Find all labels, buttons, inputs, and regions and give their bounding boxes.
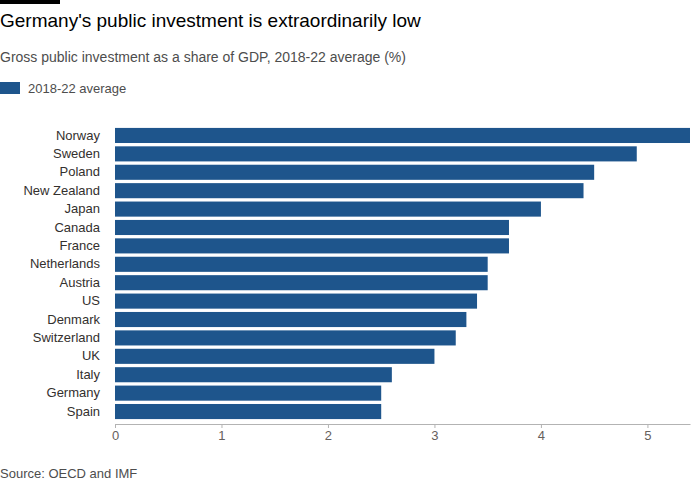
y-tick-label: France: [60, 238, 100, 253]
x-tick: 5: [644, 424, 651, 443]
y-tick-label: Austria: [60, 275, 101, 290]
x-tick: 0: [112, 424, 119, 443]
x-tick: 1: [218, 424, 225, 443]
y-axis-line: [115, 128, 116, 421]
y-tick-label: US: [82, 293, 100, 308]
x-axis-line: [116, 424, 691, 425]
y-tick-label: Denmark: [47, 312, 100, 327]
legend-swatch: [0, 82, 20, 94]
y-tick-label: Italy: [76, 367, 100, 382]
y-tick: Canada: [54, 220, 115, 235]
y-tick: Poland: [60, 164, 115, 179]
bar: [115, 202, 541, 217]
y-tick: Norway: [56, 128, 115, 143]
title: Germany's public investment is extraordi…: [0, 10, 421, 31]
y-tick-label: New Zealand: [23, 183, 100, 198]
bar: [115, 275, 488, 290]
x-tick: 3: [431, 424, 438, 443]
y-tick: UK: [82, 348, 115, 363]
y-tick-label: Sweden: [53, 146, 100, 161]
bar: [115, 294, 477, 309]
bar: [115, 165, 594, 180]
x-tick: 4: [538, 424, 545, 443]
y-tick: France: [60, 238, 115, 253]
bar: [115, 312, 466, 327]
x-tick-label: 0: [112, 428, 119, 443]
bar: [115, 386, 381, 401]
bar: [115, 349, 434, 364]
y-tick: US: [82, 293, 115, 308]
bar: [115, 238, 509, 253]
chart: Germany's public investment is extraordi…: [0, 0, 700, 500]
y-tick: Switzerland: [33, 330, 115, 345]
y-tick: Italy: [76, 367, 115, 382]
y-tick-label: Switzerland: [33, 330, 100, 345]
y-tick: Germany: [47, 385, 115, 400]
y-tick: Japan: [65, 201, 115, 216]
x-tick-label: 3: [431, 428, 438, 443]
y-tick: Spain: [67, 404, 115, 419]
source: Source: OECD and IMF: [0, 466, 137, 481]
bar: [115, 183, 584, 198]
bar: [115, 367, 392, 382]
y-tick-label: Netherlands: [30, 256, 101, 271]
bar: [115, 220, 509, 235]
subtitle: Gross public investment as a share of GD…: [0, 49, 406, 65]
y-tick: Netherlands: [30, 256, 115, 271]
x-tick: 2: [325, 424, 332, 443]
bar: [115, 330, 456, 345]
y-tick: New Zealand: [23, 183, 115, 198]
x-tick-label: 1: [218, 428, 225, 443]
legend-label: 2018-22 average: [28, 81, 126, 96]
y-tick-label: Japan: [65, 201, 100, 216]
y-tick-label: Canada: [54, 220, 100, 235]
y-tick: Denmark: [47, 312, 115, 327]
y-tick: Sweden: [53, 146, 115, 161]
y-axis: Norway Sweden Poland New Zealand Japan Canada…: [23, 128, 115, 421]
y-tick-label: Germany: [47, 385, 101, 400]
bar: [115, 257, 488, 272]
legend: 2018-22 average: [0, 81, 126, 96]
bar: [115, 404, 381, 419]
plot: 0 1 2 3 4 5 Norway Sweden Poland New Zealand Japan…: [23, 128, 690, 444]
y-tick-label: Spain: [67, 404, 100, 419]
x-axis: 0 1 2 3 4 5: [112, 424, 691, 443]
x-tick-label: 4: [538, 428, 545, 443]
y-tick: Austria: [60, 275, 115, 290]
legend-item: 2018-22 average: [0, 81, 126, 96]
y-tick-label: Poland: [60, 164, 100, 179]
header-bar: [0, 0, 60, 4]
bars: [115, 128, 690, 419]
x-tick-label: 2: [325, 428, 332, 443]
y-tick-label: Norway: [56, 128, 101, 143]
bar: [115, 128, 690, 143]
x-tick-label: 5: [644, 428, 651, 443]
bar: [115, 146, 637, 161]
y-tick-label: UK: [82, 348, 100, 363]
